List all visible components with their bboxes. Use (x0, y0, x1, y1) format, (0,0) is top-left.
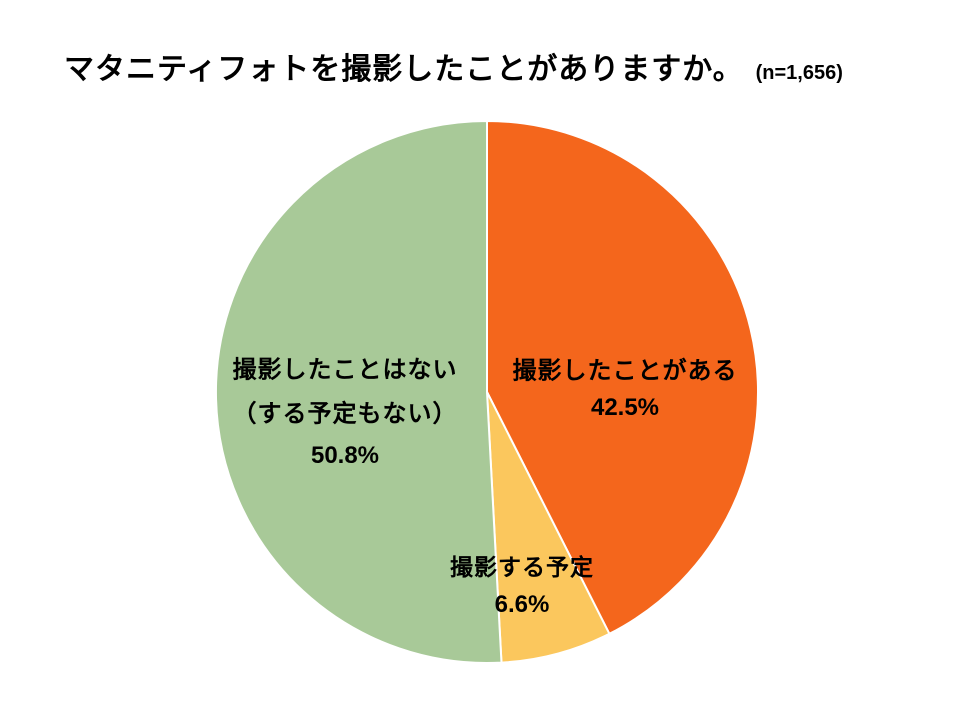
pie-slice-1 (486, 391, 611, 664)
chart-title-text: マタニティフォトを撮影したことがありますか。 (64, 53, 744, 86)
slice-percent-never-taken: 50.8% (310, 442, 380, 469)
chart-title: マタニティフォトを撮影したことがありますか。 (n=1,656) (64, 44, 843, 88)
pie-slice-0 (486, 120, 759, 635)
slice-label-plan-to-take: 撮影する予定 (450, 554, 594, 580)
slice-label-never-taken-line2: （する予定もない） (232, 400, 458, 428)
slice-percent-have-taken: 42.5% (590, 394, 660, 421)
slice-label-never-taken-line1: 撮影したことはない (232, 356, 458, 384)
slice-percent-plan-to-take: 6.6% (494, 591, 550, 618)
pie-slice-2 (215, 120, 503, 664)
sample-size-annotation: (n=1,656) (755, 62, 843, 84)
slice-label-have-taken: 撮影したことがある (512, 357, 738, 385)
